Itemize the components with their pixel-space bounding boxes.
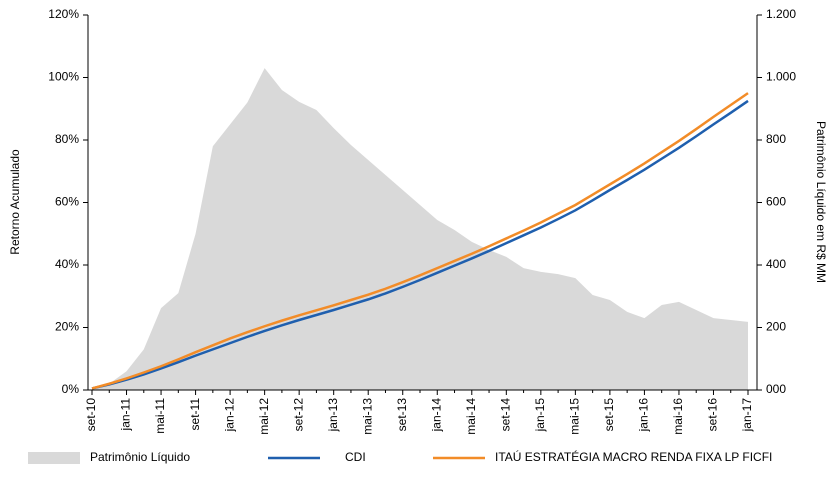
y2-tick-label: 1.200 <box>766 7 796 21</box>
y2-tick-label: 200 <box>766 320 786 334</box>
x-tick-label: mai-12 <box>257 398 271 435</box>
y-tick-label: 40% <box>55 257 79 271</box>
x-tick-label: mai-14 <box>464 398 478 435</box>
area <box>92 68 748 390</box>
y-tick-label: 20% <box>55 320 79 334</box>
x-tick-label: set-10 <box>84 398 98 432</box>
line <box>91 92 749 390</box>
legend-label: Patrimônio Líquido <box>90 450 190 464</box>
x-tick-label: jan-15 <box>533 398 547 433</box>
x-tick-label: jan-14 <box>429 398 443 433</box>
y-tick-label: 100% <box>48 70 79 84</box>
legend-swatch <box>28 452 80 464</box>
x-tick-label: mai-11 <box>153 398 167 434</box>
x-tick-label: jan-16 <box>637 398 651 433</box>
legend-label: ITAÚ ESTRATÉGIA MACRO RENDA FIXA LP FICF… <box>495 449 772 464</box>
y2-tick-label: 600 <box>766 195 786 209</box>
x-tick-label: mai-13 <box>360 398 374 435</box>
x-tick-label: jan-13 <box>326 398 340 433</box>
x-tick-label: set-12 <box>291 398 305 432</box>
legend-label: CDI <box>345 450 366 464</box>
y-tick-label: 120% <box>48 7 79 21</box>
x-tick-label: set-13 <box>395 398 409 432</box>
x-tick-label: jan-11 <box>119 398 133 432</box>
y-tick-label: 60% <box>55 195 79 209</box>
x-tick-label: mai-15 <box>568 398 582 435</box>
y-tick-label: 80% <box>55 132 79 146</box>
x-tick-label: set-14 <box>498 398 512 432</box>
y2-tick-label: 1.000 <box>766 70 796 84</box>
x-tick-label: set-16 <box>706 398 720 432</box>
y2-axis-label: Patrimônio Líquido em R$ MM <box>814 121 828 283</box>
x-tick-label: jan-17 <box>740 398 754 433</box>
line <box>91 99 749 390</box>
y2-tick-label: 400 <box>766 257 786 271</box>
y2-tick-label: 000 <box>766 382 786 396</box>
y-axis-label: Retorno Acumulado <box>8 149 22 255</box>
x-tick-label: set-11 <box>188 398 202 431</box>
x-tick-label: jan-12 <box>222 398 236 433</box>
x-tick-label: mai-16 <box>671 398 685 435</box>
x-tick-label: set-15 <box>602 398 616 432</box>
y-tick-label: 0% <box>62 382 80 396</box>
y2-tick-label: 800 <box>766 132 786 146</box>
